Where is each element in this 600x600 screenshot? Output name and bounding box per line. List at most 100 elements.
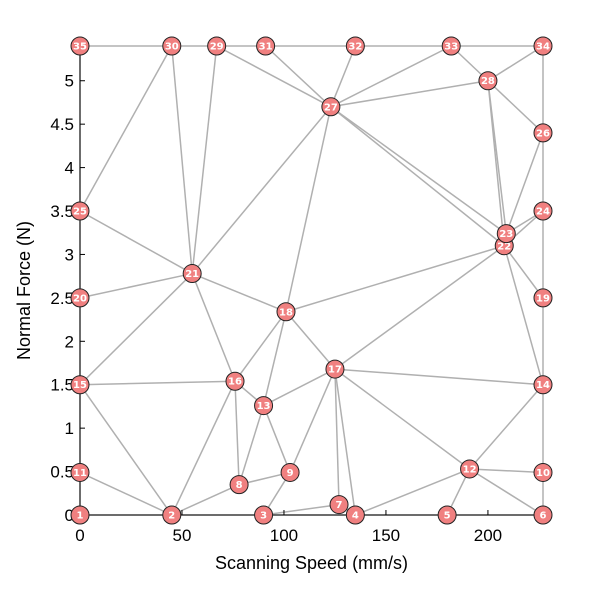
axes-layer	[79, 46, 543, 516]
graph-edge	[191, 273, 236, 382]
graph-edge	[171, 380, 236, 516]
graph-edge	[79, 273, 193, 386]
graph-node-label: 6	[540, 511, 547, 522]
graph-node-label: 3	[260, 511, 267, 522]
graph-node: 7	[329, 495, 349, 515]
ticks-layer: 0 50 100 150 200 0 0.5 1 1.5 2 2.5 3 3.5 4 4.5 5	[50, 72, 502, 545]
graph-node: 9	[280, 462, 300, 482]
graph-node-label: 16	[228, 377, 242, 388]
graph-edge	[334, 369, 340, 505]
graph-node-label: 21	[185, 269, 199, 280]
y-tick-label: 5	[65, 72, 74, 91]
graph-node: 12	[460, 459, 480, 479]
graph-node: 20	[70, 288, 90, 308]
graph-node-label: 17	[328, 365, 342, 376]
graph-edge	[191, 45, 218, 274]
graph-node-marker	[533, 123, 553, 143]
graph-edge	[216, 45, 332, 108]
graph-edge	[487, 45, 544, 82]
graph-node-marker	[70, 375, 90, 395]
graph-node-label: 25	[73, 207, 87, 218]
graph-node-label: 35	[73, 42, 87, 53]
graph-node-marker	[441, 36, 461, 56]
graph-node-marker	[321, 97, 341, 117]
graph-edge	[487, 80, 505, 246]
graph-edge	[469, 384, 544, 470]
graph-node-marker	[329, 495, 349, 515]
graph-node: 32	[345, 36, 365, 56]
graph-edge	[79, 45, 173, 212]
graph-edge	[262, 311, 287, 406]
edges-layer	[79, 45, 544, 516]
graph-node-marker	[254, 505, 274, 525]
graph-node-marker	[496, 224, 516, 244]
graph-node-marker	[162, 36, 182, 56]
graph-edge	[355, 468, 470, 516]
graph-edge	[238, 405, 265, 485]
graph-edge	[171, 483, 240, 516]
graph-edge	[285, 245, 505, 313]
graph-edge	[334, 245, 505, 370]
graph-node: 15	[70, 375, 90, 395]
graph-node: 28	[478, 71, 498, 91]
y-tick-label: 4	[65, 159, 74, 178]
graph-edge	[263, 368, 336, 407]
graph-node-label: 18	[279, 307, 293, 318]
graph-node-label: 31	[259, 42, 273, 53]
x-tick-label: 200	[474, 526, 502, 545]
graph-node-label: 15	[73, 380, 87, 391]
graph-node-marker	[207, 36, 227, 56]
graph-edge	[330, 45, 452, 108]
graph-node-label: 11	[73, 468, 87, 479]
x-tick-label: 150	[372, 526, 400, 545]
graph-node-marker	[345, 36, 365, 56]
graph-node-marker	[280, 462, 300, 482]
graph-node: 29	[207, 36, 227, 56]
graph-node-label: 19	[536, 293, 550, 304]
graph-node-marker	[533, 505, 553, 525]
graph-node-marker	[254, 396, 274, 416]
graph-edge	[234, 381, 240, 485]
graph-node: 4	[345, 505, 365, 525]
graph-edge	[469, 468, 544, 474]
graph-node-label: 23	[499, 229, 513, 240]
graph-node-label: 28	[481, 76, 495, 87]
graph-node-marker	[70, 201, 90, 221]
graph-node-marker	[478, 71, 498, 91]
graph-edge	[79, 384, 173, 516]
graph-edge	[262, 405, 291, 473]
graph-node: 26	[533, 123, 553, 143]
y-tick-label: 1	[65, 419, 74, 438]
graph-node-label: 7	[336, 500, 343, 511]
y-tick-label: 0.5	[50, 463, 74, 482]
graph-edge	[330, 106, 505, 247]
graph-node-marker	[276, 302, 296, 322]
graph-edge	[334, 368, 357, 516]
graph-edge	[503, 245, 544, 385]
x-axis-label: Scanning Speed (mm/s)	[215, 553, 408, 573]
graph-node-marker	[533, 462, 553, 482]
graph-node-label: 34	[536, 42, 550, 53]
graph-node: 23	[496, 224, 516, 244]
graph-edge	[503, 245, 544, 299]
graph-edge	[171, 45, 193, 274]
graph-edge	[285, 106, 332, 312]
graph-edge	[334, 368, 544, 386]
graph-edge	[234, 311, 287, 382]
y-tick-label: 0	[65, 506, 74, 525]
graph-edge	[330, 80, 489, 108]
graph-node-label: 10	[536, 468, 550, 479]
y-tick-label: 2	[65, 332, 74, 351]
graph-node-marker	[162, 505, 182, 525]
graph-node: 30	[162, 36, 182, 56]
graph-node-marker	[229, 475, 249, 495]
graph-node: 31	[256, 36, 276, 56]
graph-node-label: 30	[165, 42, 179, 53]
graph-edge	[330, 106, 507, 235]
graph-node-label: 14	[536, 380, 550, 391]
graph-node-label: 24	[536, 207, 550, 218]
graph-node: 35	[70, 36, 90, 56]
graph-node-label: 29	[210, 42, 224, 53]
graph-node-marker	[533, 201, 553, 221]
